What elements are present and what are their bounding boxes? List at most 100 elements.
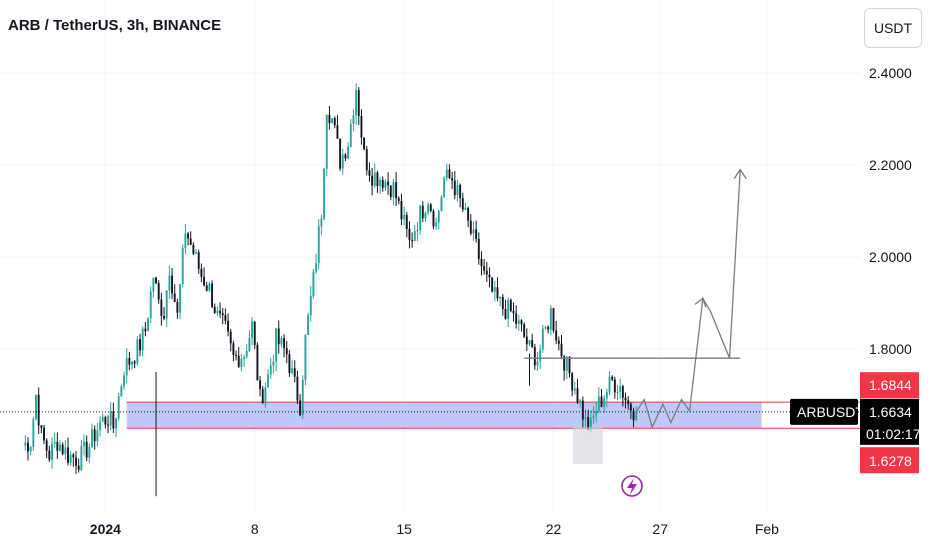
candle-body xyxy=(629,403,632,411)
last-price: 1.6634 xyxy=(869,404,912,420)
candle-body xyxy=(355,90,358,116)
candle-body xyxy=(560,343,563,357)
candle-body xyxy=(365,149,368,171)
candle-body xyxy=(245,350,248,357)
candle-body xyxy=(493,287,496,292)
candle-body xyxy=(304,335,307,380)
candle-body xyxy=(24,442,27,446)
candle-body xyxy=(619,386,622,393)
candle-body xyxy=(512,310,515,314)
candle-body xyxy=(461,198,464,210)
candle-body xyxy=(384,181,387,188)
candle-body xyxy=(101,417,104,422)
candle-body xyxy=(291,368,294,373)
candle-body xyxy=(427,204,430,213)
candle-body xyxy=(99,421,101,431)
candle-body xyxy=(555,330,558,341)
candle-body xyxy=(344,154,347,159)
candle-body xyxy=(293,368,296,377)
candle-body xyxy=(624,397,627,401)
candle-body xyxy=(88,446,91,458)
time-tick-label: 27 xyxy=(652,521,668,537)
candle-body xyxy=(29,446,32,452)
candle-body xyxy=(520,320,523,325)
symbol-title: ARB / TetherUS, 3h, BINANCE xyxy=(8,17,222,34)
candle-body xyxy=(368,170,371,176)
symbol-label: ARBUSDT xyxy=(797,404,864,420)
time-tick-label: 22 xyxy=(546,521,562,537)
time-scale[interactable]: 2024 8 15 22 27 Feb xyxy=(0,511,860,537)
lightning-icon-bolt xyxy=(627,478,637,495)
candle-body xyxy=(301,379,304,416)
candle-body xyxy=(221,313,224,316)
wick-highlight xyxy=(572,427,603,464)
currency-button[interactable]: USDT xyxy=(864,8,922,48)
candle-body xyxy=(173,293,176,302)
candle-body xyxy=(600,396,603,407)
candle-body xyxy=(171,275,174,294)
candle-body xyxy=(605,392,608,399)
lightning-icon[interactable] xyxy=(621,475,643,497)
candle-body xyxy=(96,430,99,442)
candle-body xyxy=(467,207,470,221)
arrow-head xyxy=(733,168,747,179)
candle-body xyxy=(259,380,262,390)
candle-body xyxy=(501,296,504,309)
candle-body xyxy=(67,447,69,463)
candle-body xyxy=(83,441,85,446)
candle-body xyxy=(571,373,574,391)
candle-body xyxy=(635,411,638,421)
candle-body xyxy=(589,417,592,430)
candle-body xyxy=(139,339,141,351)
price-tick-label: 2.2000 xyxy=(869,157,912,173)
candle-body xyxy=(632,410,635,421)
candle-body xyxy=(248,337,251,351)
candles xyxy=(24,83,638,497)
candle-body xyxy=(363,137,366,150)
candle-body xyxy=(253,321,256,346)
candle-body xyxy=(477,238,480,259)
candle-body xyxy=(91,429,93,447)
candle-body xyxy=(531,340,534,347)
candle-body xyxy=(112,411,115,429)
candle-body xyxy=(360,116,363,138)
candle-body xyxy=(347,147,350,159)
zone-bottom-price: 1.6278 xyxy=(869,453,912,469)
candle-body xyxy=(376,172,379,187)
candle-body xyxy=(320,218,323,227)
candle-body xyxy=(608,376,611,393)
projection-drawing xyxy=(524,168,747,430)
candle-body xyxy=(440,196,443,211)
candle-body xyxy=(307,315,310,336)
candle-body xyxy=(269,365,272,375)
candle-body xyxy=(117,396,120,419)
candle-body xyxy=(541,328,544,350)
candle-body xyxy=(200,268,203,277)
candle-body xyxy=(51,443,53,460)
candle-body xyxy=(43,427,45,441)
price-scale[interactable]: 2.4000 2.2000 2.0000 1.8000 xyxy=(869,65,912,357)
candle-body xyxy=(45,440,48,451)
chart-grid xyxy=(0,0,860,512)
candle-body xyxy=(179,284,182,313)
candle-body xyxy=(131,361,133,365)
candle-body xyxy=(229,331,232,344)
candle-body xyxy=(595,411,598,416)
candle-body xyxy=(389,185,392,198)
candle-body xyxy=(533,346,536,366)
candle-body xyxy=(235,354,238,356)
candle-body xyxy=(181,248,184,285)
zone-bottom-badge xyxy=(860,447,919,474)
zone-top-badge xyxy=(860,372,919,399)
candle-body xyxy=(499,296,502,299)
candle-body xyxy=(280,338,283,345)
candle-body xyxy=(107,424,109,426)
candle-body xyxy=(184,233,187,249)
candle-body xyxy=(496,287,499,299)
candle-body xyxy=(123,375,125,387)
candle-body xyxy=(408,229,411,240)
candle-body xyxy=(288,354,291,373)
candle-body xyxy=(432,210,435,227)
candle-body xyxy=(37,394,40,426)
